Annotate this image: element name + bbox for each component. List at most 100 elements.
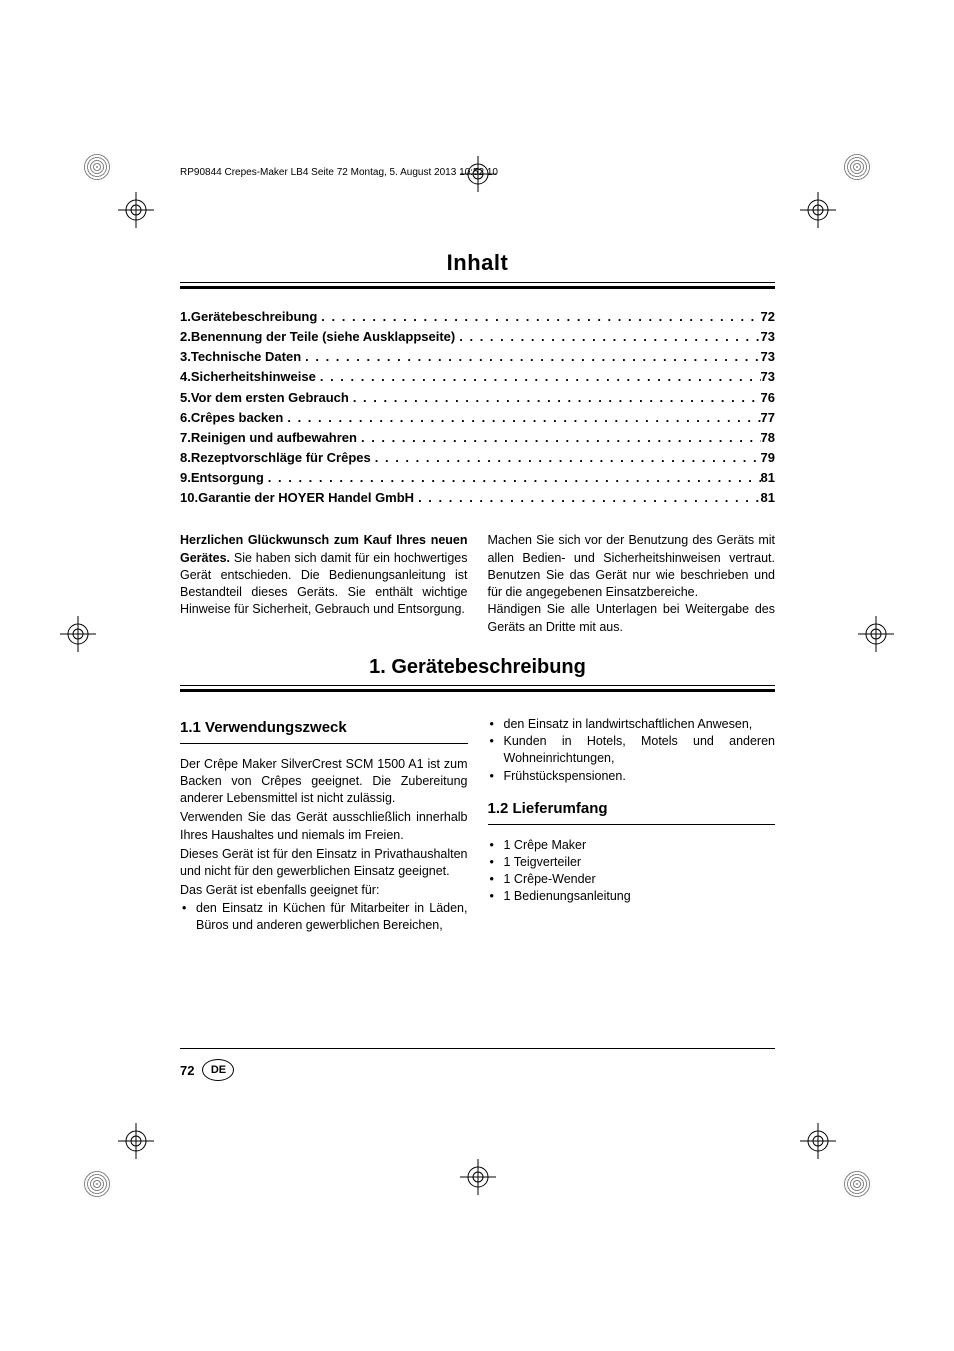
toc-label: Reinigen und aufbewahren [191,428,357,448]
toc-page: 73 [761,367,775,387]
toc-number: 7. [180,428,191,448]
toc-number: 3. [180,347,191,367]
corner-mark [82,152,112,182]
toc-row: 4. Sicherheitshinweise . . . . . . . . .… [180,367,775,387]
language-badge: DE [202,1059,234,1081]
toc-label: Rezeptvorschläge für Crêpes [191,448,371,468]
corner-mark [82,1169,112,1199]
toc-number: 4. [180,367,191,387]
toc-dots: . . . . . . . . . . . . . . . . . . . . … [349,388,761,408]
sub-1-1-bullets-left: den Einsatz in Küchen für Mitarbeiter in… [180,900,468,935]
table-of-contents: 1. Gerätebeschreibung . . . . . . . . . … [180,307,775,508]
toc-page: 81 [761,488,775,508]
section-1-title: 1. Gerätebeschreibung [180,656,775,679]
registration-mark-icon [118,192,154,228]
toc-dots: . . . . . . . . . . . . . . . . . . . . … [317,307,760,327]
toc-dots: . . . . . . . . . . . . . . . . . . . . … [455,327,760,347]
toc-row: 5. Vor dem ersten Gebrauch . . . . . . .… [180,388,775,408]
section-rule [180,685,775,692]
page-content: Inhalt 1. Gerätebeschreibung . . . . . .… [180,250,775,934]
toc-number: 6. [180,408,191,428]
toc-dots: . . . . . . . . . . . . . . . . . . . . … [301,347,760,367]
toc-dots: . . . . . . . . . . . . . . . . . . . . … [357,428,761,448]
toc-label: Garantie der HOYER Handel GmbH [198,488,414,508]
toc-number: 8. [180,448,191,468]
sub-1-2-title: 1.2 Lieferumfang [488,799,776,820]
footer-rule [180,1048,775,1049]
intro-left-column: Herzlichen Glückwunsch zum Kauf Ihres ne… [180,532,468,636]
toc-row: 7. Reinigen und aufbewahren . . . . . . … [180,428,775,448]
list-item: Kunden in Hotels, Motels und anderen Woh… [488,733,776,768]
sub-1-1-p4: Das Gerät ist ebenfalls geeignet für: [180,882,468,899]
list-item: 1 Crêpe-Wender [488,871,776,888]
toc-dots: . . . . . . . . . . . . . . . . . . . . … [264,468,761,488]
toc-page: 76 [761,388,775,408]
toc-row: 9. Entsorgung . . . . . . . . . . . . . … [180,468,775,488]
registration-mark-icon [800,192,836,228]
toc-row: 6. Crêpes backen . . . . . . . . . . . .… [180,408,775,428]
list-item: den Einsatz in landwirtschaftlichen Anwe… [488,716,776,733]
toc-page: 81 [761,468,775,488]
registration-mark-icon [800,1123,836,1159]
registration-mark-icon [858,616,894,652]
title-rule [180,282,775,289]
toc-label: Crêpes backen [191,408,284,428]
list-item: 1 Teigverteiler [488,854,776,871]
toc-number: 1. [180,307,191,327]
toc-dots: . . . . . . . . . . . . . . . . . . . . … [414,488,760,508]
page-footer: 72 DE [180,1048,775,1081]
section-1-left-column: 1.1 Verwendungszweck Der Crêpe Maker Sil… [180,710,468,934]
section-1-right-column: den Einsatz in landwirtschaftlichen Anwe… [488,710,776,934]
page-number: 72 [180,1063,194,1078]
page-header-runner: RP90844 Crepes-Maker LB4 Seite 72 Montag… [180,167,498,178]
toc-label: Gerätebeschreibung [191,307,317,327]
sub-1-1-p3: Dieses Gerät ist für den Einsatz in Priv… [180,846,468,881]
sub-rule [488,824,776,825]
toc-row: 1. Gerätebeschreibung . . . . . . . . . … [180,307,775,327]
intro-columns: Herzlichen Glückwunsch zum Kauf Ihres ne… [180,532,775,636]
toc-label: Entsorgung [191,468,264,488]
intro-right-body-1: Machen Sie sich vor der Benutzung des Ge… [488,532,776,601]
toc-row: 8. Rezeptvorschläge für Crêpes . . . . .… [180,448,775,468]
sub-1-2-items: 1 Crêpe Maker1 Teigverteiler1 Crêpe-Wend… [488,837,776,906]
footer-line: 72 DE [180,1059,775,1081]
toc-dots: . . . . . . . . . . . . . . . . . . . . … [316,367,761,387]
toc-number: 10. [180,488,198,508]
corner-mark [842,1169,872,1199]
registration-mark-icon [460,1159,496,1195]
section-1-columns: 1.1 Verwendungszweck Der Crêpe Maker Sil… [180,710,775,934]
toc-page: 79 [761,448,775,468]
toc-page: 72 [761,307,775,327]
sub-1-1-bullets-right: den Einsatz in landwirtschaftlichen Anwe… [488,716,776,785]
toc-number: 2. [180,327,191,347]
toc-label: Technische Daten [191,347,301,367]
main-title: Inhalt [180,250,775,276]
sub-1-1-p1: Der Crêpe Maker SilverCrest SCM 1500 A1 … [180,756,468,808]
toc-row: 3. Technische Daten . . . . . . . . . . … [180,347,775,367]
toc-number: 5. [180,388,191,408]
toc-page: 73 [761,327,775,347]
intro-right-body-2: Händigen Sie alle Unterlagen bei Weiterg… [488,601,776,636]
toc-label: Vor dem ersten Gebrauch [191,388,349,408]
list-item: den Einsatz in Küchen für Mitarbeiter in… [180,900,468,935]
list-item: 1 Crêpe Maker [488,837,776,854]
registration-mark-icon [118,1123,154,1159]
toc-label: Benennung der Teile (siehe Ausklappseite… [191,327,455,347]
toc-row: 10. Garantie der HOYER Handel GmbH . . .… [180,488,775,508]
toc-page: 78 [761,428,775,448]
toc-dots: . . . . . . . . . . . . . . . . . . . . … [283,408,760,428]
toc-page: 77 [761,408,775,428]
sub-1-1-title: 1.1 Verwendungszweck [180,718,468,739]
list-item: 1 Bedienungsanleitung [488,888,776,905]
sub-1-1-p2: Verwenden Sie das Gerät ausschließlich i… [180,809,468,844]
toc-row: 2. Benennung der Teile (siehe Ausklappse… [180,327,775,347]
toc-label: Sicherheitshinweise [191,367,316,387]
sub-rule [180,743,468,744]
corner-mark [842,152,872,182]
toc-dots: . . . . . . . . . . . . . . . . . . . . … [371,448,761,468]
toc-page: 73 [761,347,775,367]
intro-right-column: Machen Sie sich vor der Benutzung des Ge… [488,532,776,636]
toc-number: 9. [180,468,191,488]
registration-mark-icon [60,616,96,652]
list-item: Frühstückspensionen. [488,768,776,785]
